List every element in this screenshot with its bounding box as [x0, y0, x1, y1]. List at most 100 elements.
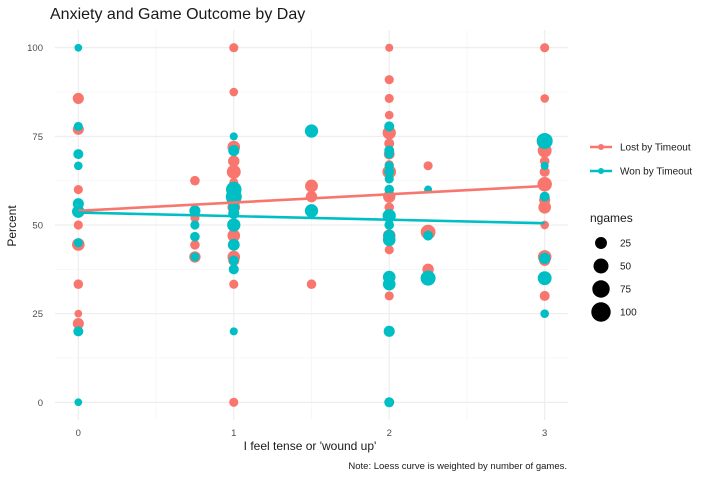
- y-tick-label: 25: [32, 309, 43, 320]
- data-point: [384, 121, 395, 132]
- data-point: [229, 397, 239, 407]
- data-point: [382, 233, 396, 247]
- data-point: [229, 87, 239, 97]
- data-point: [384, 110, 394, 120]
- size-legend-label: 25: [620, 239, 632, 250]
- data-point: [229, 132, 238, 141]
- data-point: [73, 149, 84, 160]
- data-point: [73, 238, 83, 248]
- data-point: [73, 220, 83, 230]
- data-point: [228, 155, 240, 167]
- x-tick-label: 1: [231, 428, 236, 439]
- legend-marker: [598, 168, 604, 174]
- data-point: [73, 184, 83, 195]
- data-point: [536, 132, 553, 149]
- y-axis-ticks: 0 25 50 75 100: [27, 43, 43, 409]
- data-point: [384, 75, 394, 85]
- legend-label: Won by Timeout: [620, 167, 692, 178]
- data-point: [73, 326, 84, 337]
- data-point: [423, 161, 433, 171]
- data-point: [384, 220, 395, 230]
- data-point: [228, 144, 240, 157]
- data-point: [540, 161, 549, 170]
- data-point: [73, 279, 84, 290]
- data-point: [537, 271, 552, 286]
- data-point: [384, 93, 394, 103]
- data-point: [228, 264, 239, 275]
- size-legend-label: 50: [620, 262, 632, 273]
- data-point: [190, 175, 200, 186]
- color-legend: Lost by Timeout Won by Timeout: [590, 143, 692, 178]
- data-point: [384, 174, 394, 184]
- data-point: [384, 291, 394, 301]
- data-point: [190, 240, 200, 250]
- y-axis-label: Percent: [5, 205, 19, 247]
- size-legend-marker: [591, 302, 611, 322]
- data-point: [539, 290, 550, 301]
- data-point: [73, 161, 83, 171]
- data-point: [305, 190, 318, 203]
- data-point: [385, 43, 394, 52]
- data-point: [537, 176, 552, 192]
- data-point: [305, 179, 318, 193]
- data-point: [540, 94, 550, 103]
- data-point: [384, 138, 395, 149]
- data-point: [539, 191, 550, 202]
- data-point: [384, 184, 395, 195]
- size-legend-title: ngames: [590, 211, 633, 225]
- data-point: [189, 205, 201, 217]
- data-point: [229, 43, 239, 53]
- x-axis-label: I feel tense or 'wound up': [244, 439, 377, 453]
- data-point: [384, 149, 394, 159]
- chart-title: Anxiety and Game Outcome by Day: [50, 6, 305, 23]
- data-point: [227, 229, 241, 242]
- data-point: [74, 309, 83, 318]
- data-point: [229, 327, 238, 336]
- data-point: [304, 124, 319, 138]
- data-point: [540, 43, 550, 53]
- size-legend-marker: [593, 258, 609, 274]
- data-point: [72, 205, 85, 218]
- data-point: [420, 270, 436, 286]
- data-point: [73, 121, 83, 132]
- x-tick-label: 0: [76, 428, 81, 439]
- data-point: [227, 238, 240, 251]
- y-tick-label: 0: [38, 398, 43, 409]
- data-point: [423, 230, 434, 241]
- x-tick-label: 3: [542, 428, 547, 439]
- data-points: [72, 43, 553, 408]
- data-point: [190, 220, 200, 230]
- trend-line: [78, 211, 545, 225]
- data-point: [227, 218, 241, 232]
- data-point: [538, 252, 551, 265]
- data-point: [382, 277, 396, 291]
- legend-marker: [598, 144, 604, 150]
- size-legend-label: 75: [620, 285, 632, 296]
- data-point: [228, 255, 239, 266]
- x-tick-label: 2: [387, 428, 392, 439]
- legend-label: Lost by Timeout: [620, 143, 691, 154]
- size-legend: 25 50 75 100: [591, 237, 637, 322]
- size-legend-label: 100: [620, 308, 637, 319]
- data-point: [539, 166, 550, 177]
- data-point: [72, 92, 84, 104]
- trend-lines: [78, 184, 545, 225]
- data-point: [384, 397, 395, 408]
- data-point: [226, 164, 241, 179]
- data-point: [304, 204, 319, 218]
- data-point: [72, 318, 84, 330]
- data-point: [384, 166, 395, 177]
- y-tick-label: 100: [27, 43, 43, 54]
- grid: [55, 30, 568, 420]
- x-axis-ticks: 0 1 2 3: [76, 428, 548, 439]
- data-point: [540, 309, 550, 318]
- size-legend-marker: [592, 280, 610, 298]
- data-point: [190, 252, 200, 262]
- data-point: [190, 231, 200, 242]
- trend-line: [78, 184, 545, 213]
- data-point: [225, 188, 242, 205]
- data-point: [384, 245, 394, 255]
- y-tick-label: 75: [32, 132, 43, 143]
- data-point: [306, 279, 317, 290]
